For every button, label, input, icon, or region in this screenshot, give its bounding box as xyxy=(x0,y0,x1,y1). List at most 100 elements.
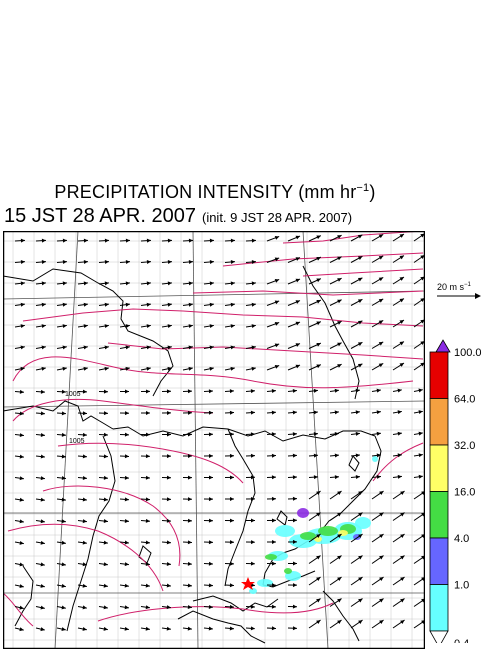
vector-reference-label: 20 m s xyxy=(437,282,465,292)
wind-arrow-head xyxy=(187,561,192,566)
wind-arrow-head xyxy=(420,362,425,367)
init-time: (init. 9 JST 28 APR. 2007) xyxy=(201,210,353,225)
wind-arrow-head xyxy=(104,238,109,243)
precip-cell xyxy=(275,525,295,537)
wind-arrow-head xyxy=(82,627,87,631)
wind-arrow-head xyxy=(208,583,213,588)
wind-arrow-head xyxy=(166,454,171,459)
legend-label: 1.0 xyxy=(454,580,469,592)
wind-arrow-head xyxy=(316,364,321,369)
wind-arrow-head xyxy=(229,410,234,415)
wind-arrow-head xyxy=(230,281,235,286)
map-frame xyxy=(3,231,425,649)
wind-arrow-head xyxy=(40,584,45,588)
wind-vectors xyxy=(14,233,425,632)
wind-arrow-head xyxy=(316,620,321,625)
wind-arrow-head xyxy=(167,238,172,243)
wind-arrow-head xyxy=(145,475,150,480)
wind-arrow-head xyxy=(313,475,318,480)
wind-arrow-head xyxy=(418,388,423,393)
wind-arrow-head xyxy=(167,345,172,350)
wind-arrow-head xyxy=(61,540,66,545)
wind-arrow-head xyxy=(230,238,235,243)
wind-arrow-head xyxy=(167,281,172,286)
map-background xyxy=(3,231,425,649)
wind-arrow-head xyxy=(274,321,280,326)
wind-arrow-head xyxy=(376,388,381,393)
wind-arrow-head xyxy=(250,389,255,394)
wind-arrow-head xyxy=(187,475,192,480)
wind-arrow-head xyxy=(83,281,88,286)
wind-arrow-head xyxy=(62,345,67,350)
wind-arrow-head xyxy=(355,453,360,458)
wind-arrow-head xyxy=(400,491,405,496)
wind-arrow-head xyxy=(188,281,193,286)
legend-under-triangle xyxy=(429,630,449,643)
wind-arrow-head xyxy=(166,518,171,523)
wind-arrow-head xyxy=(82,583,87,588)
wind-arrow-head xyxy=(295,364,301,369)
wind-arrow-head xyxy=(209,345,214,350)
wind-arrow-head xyxy=(229,389,234,394)
wind-arrow-head xyxy=(62,281,67,286)
precip-cell xyxy=(284,568,292,574)
wind-arrow-head xyxy=(209,366,214,371)
wind-arrow-head xyxy=(20,345,25,350)
wind-arrow-head xyxy=(187,583,192,588)
wind-arrow-head xyxy=(399,234,404,238)
wind-arrow-head xyxy=(271,583,276,588)
wind-arrow-head xyxy=(124,475,129,480)
wind-arrow-head xyxy=(61,497,66,502)
wind-arrow-head xyxy=(83,345,88,350)
wind-arrow-head xyxy=(379,491,384,496)
wind-arrow-head xyxy=(313,388,318,393)
wind-arrow-head xyxy=(145,605,150,610)
wind-arrow-head xyxy=(145,540,150,545)
wind-arrow-head xyxy=(187,389,192,394)
wind-arrow-head xyxy=(82,475,87,480)
wind-arrow-head xyxy=(358,534,363,539)
wind-arrow-head xyxy=(41,345,46,350)
wind-arrow-head xyxy=(378,234,384,239)
wind-arrow-head xyxy=(230,324,235,329)
wind-arrow-head xyxy=(420,319,425,324)
wind-arrow-head xyxy=(61,519,66,524)
wind-arrow-head xyxy=(292,475,297,480)
wind-arrow-head xyxy=(274,300,280,305)
wind-arrow-head xyxy=(103,626,108,631)
wind-arrow-head xyxy=(355,475,360,479)
wind-arrow-head xyxy=(357,342,363,346)
wind-arrow-head xyxy=(83,238,88,243)
wind-arrow-head xyxy=(420,298,425,303)
wind-arrow-head xyxy=(104,324,109,329)
wind-arrow-head xyxy=(166,410,171,415)
wind-arrow-head xyxy=(358,577,363,582)
wind-arrow-head xyxy=(166,605,171,610)
wind-arrow-head xyxy=(250,432,255,437)
wind-arrow-head xyxy=(19,605,24,610)
wind-arrow-head xyxy=(399,320,404,324)
wind-arrow-head xyxy=(400,598,405,603)
wind-arrow-head xyxy=(230,259,235,264)
wind-arrow-head xyxy=(399,277,404,281)
wind-arrow-head xyxy=(145,454,150,459)
wind-arrow-head xyxy=(292,604,297,609)
valid-time: 15 JST 28 APR. 2007 (init. 9 JST 28 APR. … xyxy=(4,205,353,227)
wind-arrow-head xyxy=(208,561,213,566)
wind-arrow-head xyxy=(19,627,24,632)
wind-arrow-head xyxy=(229,604,234,609)
precip-cell xyxy=(249,588,257,594)
graticule-line xyxy=(3,290,425,300)
wind-arrow-head xyxy=(397,410,402,415)
wind-arrow-head xyxy=(313,453,318,458)
wind-arrow-head xyxy=(378,341,384,346)
wind-arrow-head xyxy=(124,626,129,631)
wind-arrow-head xyxy=(337,299,342,304)
wind-arrow-head xyxy=(355,388,360,393)
wind-arrow-head xyxy=(124,540,129,545)
wind-arrow-head xyxy=(61,389,66,394)
wind-arrow-head xyxy=(334,475,339,480)
graticule-line xyxy=(54,231,79,649)
wind-arrow-head xyxy=(82,562,87,567)
wind-arrow-head xyxy=(83,324,88,329)
